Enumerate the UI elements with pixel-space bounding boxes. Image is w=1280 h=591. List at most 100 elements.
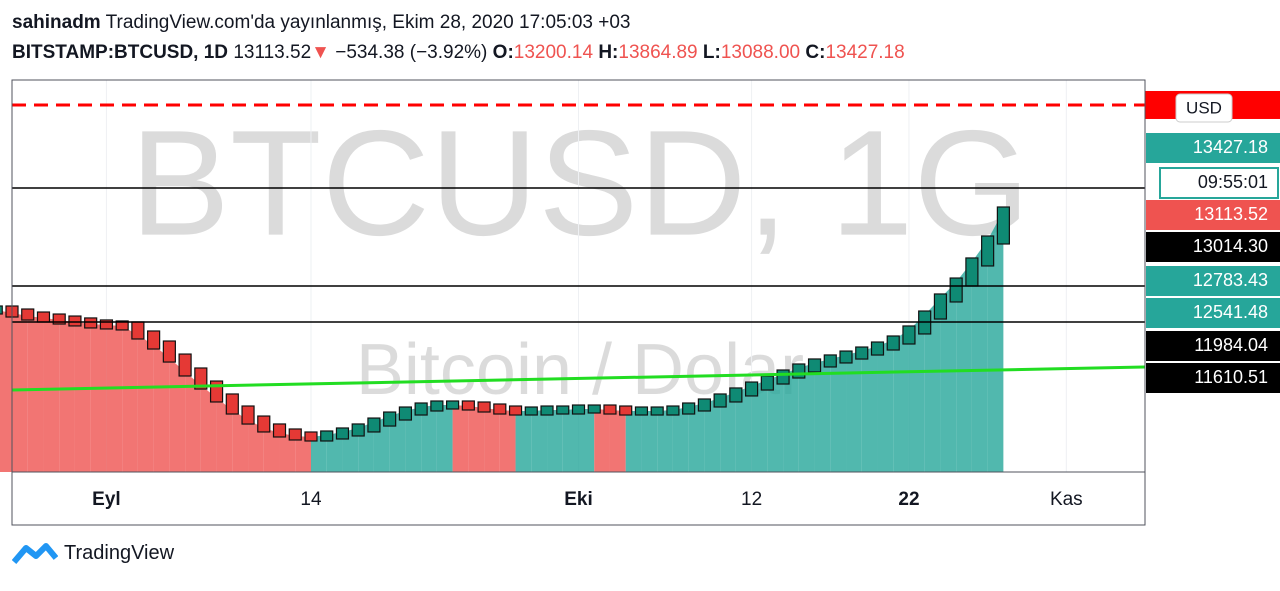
area — [185, 371, 201, 472]
open: 13200.14 — [513, 42, 594, 63]
area — [609, 410, 626, 472]
area — [956, 261, 972, 472]
brick — [965, 257, 979, 287]
brick — [209, 380, 224, 403]
brick — [241, 405, 255, 425]
brick — [351, 423, 365, 437]
change: −534.38 (−3.92%) — [335, 42, 488, 63]
area — [468, 405, 485, 472]
price-label-bg — [1146, 363, 1280, 393]
brick — [477, 401, 491, 413]
x-tick-label: 22 — [898, 489, 919, 510]
brick — [257, 415, 271, 433]
area — [767, 374, 784, 472]
area — [515, 411, 532, 472]
brick — [619, 405, 633, 416]
price-label-bg — [1146, 232, 1280, 262]
area — [547, 410, 563, 472]
area — [657, 410, 673, 472]
area — [625, 411, 642, 472]
brick — [744, 381, 759, 397]
brick — [713, 393, 727, 408]
brick — [792, 363, 806, 379]
brick — [603, 404, 617, 415]
published: TradingView.com'da yayınlanmış, Ekim 28,… — [105, 12, 631, 33]
brick — [21, 308, 35, 321]
area — [971, 239, 988, 472]
brick — [288, 428, 302, 441]
price-label: 13014.30 — [1193, 236, 1268, 256]
area — [452, 404, 469, 472]
symbol: BITSTAMP:BTCUSD, 1D — [12, 42, 229, 63]
brick — [587, 404, 601, 414]
brick — [272, 423, 287, 438]
area — [688, 402, 705, 472]
brick — [996, 206, 1010, 245]
area — [122, 325, 138, 472]
brick — [508, 405, 523, 416]
area — [59, 320, 75, 472]
brick — [430, 400, 444, 412]
price-label: 09:55:01 — [1198, 172, 1268, 192]
brick — [807, 358, 822, 373]
area — [200, 385, 217, 472]
area — [861, 346, 878, 472]
brick — [666, 405, 680, 416]
area — [263, 427, 280, 472]
area — [594, 409, 610, 472]
area — [924, 297, 941, 472]
brick — [414, 402, 428, 416]
x-tick-label: Eki — [564, 489, 593, 510]
price-label: 12783.43 — [1193, 270, 1268, 290]
area — [578, 409, 595, 472]
brand: TradingView — [64, 541, 175, 564]
brick — [524, 406, 538, 416]
price-label: 11610.51 — [1194, 367, 1268, 387]
brick — [870, 341, 885, 356]
price-label: 11984.04 — [1194, 335, 1268, 355]
price-label-bg — [1159, 167, 1279, 199]
area — [798, 362, 815, 472]
brick — [383, 411, 397, 427]
area — [484, 408, 500, 472]
brick — [886, 335, 900, 351]
area — [720, 391, 736, 472]
chart: BTCUSD, 1G Bitcoin / Dolar Eyl 14 Eki 12 22 K… — [0, 79, 1280, 526]
price-label: 13113.52 — [1194, 204, 1268, 224]
brick — [225, 393, 239, 415]
ma-line — [11, 365, 1146, 392]
area — [248, 420, 264, 472]
x-tick-label: 12 — [741, 489, 762, 510]
brick — [162, 340, 176, 363]
o-label: O: — [492, 42, 514, 63]
area — [436, 404, 453, 472]
area — [846, 351, 862, 472]
brick — [52, 313, 66, 325]
brick — [823, 354, 837, 368]
brick — [36, 311, 51, 323]
brick — [84, 317, 98, 329]
area — [562, 409, 579, 472]
brick — [729, 387, 743, 403]
price-label: 13427.18 — [1193, 137, 1268, 157]
currency-badge[interactable] — [1175, 93, 1233, 123]
h-label: H: — [598, 42, 619, 63]
brick — [949, 277, 963, 303]
brick — [398, 406, 413, 421]
area — [783, 367, 799, 472]
brick — [194, 367, 208, 390]
brick — [115, 320, 129, 331]
brick — [776, 369, 790, 385]
area — [90, 323, 107, 472]
area — [499, 410, 516, 472]
brick — [320, 430, 334, 442]
brick — [178, 353, 192, 377]
price-label-bg — [1146, 200, 1280, 230]
x-tick-label: Kas — [1050, 489, 1083, 510]
area — [877, 339, 894, 472]
low: 13088.00 — [720, 42, 801, 63]
x-tick-label: 14 — [300, 489, 322, 510]
price-label-bg — [1146, 266, 1280, 296]
price-label-bg — [1146, 298, 1280, 328]
brick — [634, 406, 649, 416]
